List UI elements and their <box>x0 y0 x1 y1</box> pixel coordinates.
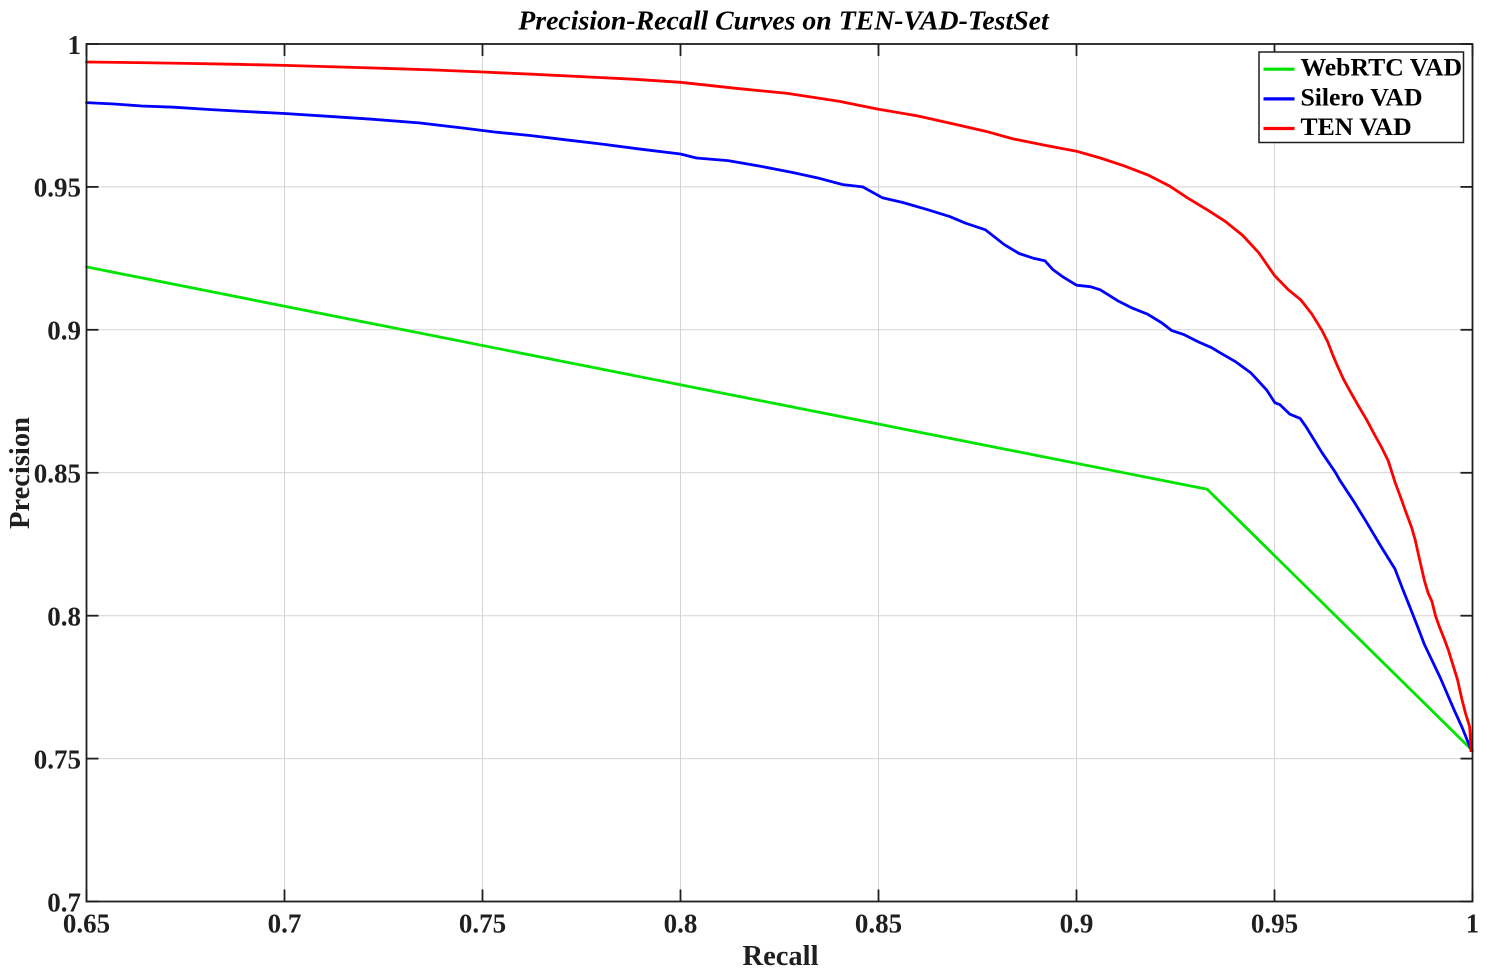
svg-text:0.65: 0.65 <box>63 909 110 939</box>
svg-text:1: 1 <box>1466 909 1480 939</box>
svg-text:0.7: 0.7 <box>47 887 81 917</box>
svg-text:0.95: 0.95 <box>34 173 81 203</box>
svg-text:0.9: 0.9 <box>47 316 81 346</box>
svg-text:WebRTC VAD: WebRTC VAD <box>1301 53 1463 82</box>
svg-text:Precision-Recall Curves on TEN: Precision-Recall Curves on TEN-VAD-TestS… <box>517 6 1050 37</box>
svg-text:0.8: 0.8 <box>47 602 81 632</box>
svg-text:0.75: 0.75 <box>34 744 81 774</box>
svg-text:Recall: Recall <box>743 941 819 972</box>
svg-text:0.9: 0.9 <box>1060 909 1094 939</box>
svg-text:TEN VAD: TEN VAD <box>1301 112 1412 141</box>
svg-text:0.85: 0.85 <box>855 909 902 939</box>
svg-text:Silero VAD: Silero VAD <box>1301 82 1423 111</box>
svg-text:0.7: 0.7 <box>268 909 302 939</box>
svg-text:0.75: 0.75 <box>459 909 506 939</box>
svg-text:0.8: 0.8 <box>664 909 698 939</box>
svg-text:Precision: Precision <box>5 417 36 529</box>
svg-text:0.85: 0.85 <box>34 459 81 489</box>
svg-text:0.95: 0.95 <box>1251 909 1298 939</box>
svg-text:1: 1 <box>68 30 82 60</box>
